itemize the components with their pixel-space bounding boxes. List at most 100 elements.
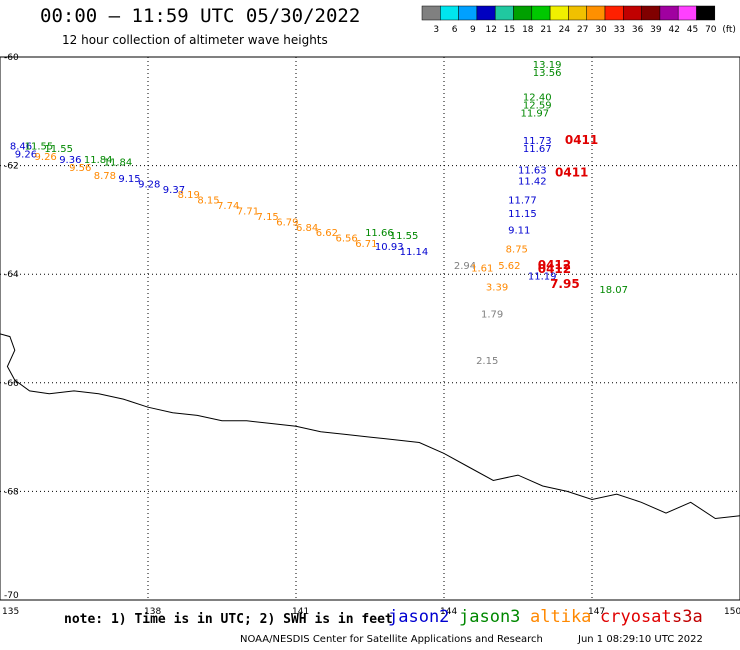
colorbar-swatch xyxy=(458,5,478,21)
colorbar-swatch xyxy=(531,5,551,21)
y-tick-label: -68 xyxy=(4,487,19,497)
wave-height-label: 11.73 xyxy=(523,136,552,147)
wave-height-label: 0412 xyxy=(538,258,571,272)
wave-height-label: 11.55 xyxy=(390,231,419,242)
wave-height-label: 11.55 xyxy=(44,144,73,155)
wave-height-label: 11.15 xyxy=(508,209,537,220)
wave-height-label: 11.84 xyxy=(104,158,133,169)
colorbar-label: 30 xyxy=(595,25,607,35)
wave-height-label: 9.56 xyxy=(69,163,91,174)
legend-jason2: jason2 xyxy=(388,607,450,627)
y-tick-label: -62 xyxy=(4,162,19,172)
y-tick-label: -64 xyxy=(4,270,19,280)
colorbar-label: 45 xyxy=(687,25,698,35)
wave-height-label: 10.93 xyxy=(375,242,404,253)
wave-height-label: 11.19 xyxy=(528,272,557,283)
wave-height-label: 8.46 xyxy=(10,141,32,152)
colorbar-swatch xyxy=(494,5,514,21)
colorbar-label: 15 xyxy=(504,25,515,35)
footer-credit: NOAA/NESDIS Center for Satellite Applica… xyxy=(240,634,543,645)
wave-height-label: 18.07 xyxy=(599,285,628,296)
wave-height-label: 9.11 xyxy=(508,225,530,236)
y-tick-label: -66 xyxy=(4,379,19,389)
footer-note: note: 1) Time is in UTC; 2) SWH is in fe… xyxy=(64,612,393,627)
wave-height-label: 9.37 xyxy=(163,185,185,196)
colorbar-swatch xyxy=(513,5,533,21)
wave-height-label: 2.94 xyxy=(454,261,476,272)
legend-altika: altika xyxy=(530,607,592,627)
wave-height-label: 11.55 xyxy=(25,141,54,152)
y-tick-label: -70 xyxy=(4,591,19,601)
wave-height-label: 0412 xyxy=(538,262,571,276)
colorbar-legend: 3 6 9 12 15 18 21 24 27 30 33 36 39 42 45 70 (ft) xyxy=(421,5,736,35)
wave-height-label: 11.63 xyxy=(518,166,547,177)
colorbar-label: 12 xyxy=(485,25,496,35)
colorbar-swatch xyxy=(586,5,606,21)
wave-height-label: 7.95 xyxy=(550,277,580,291)
colorbar-label: 18 xyxy=(522,25,534,35)
colorbar-swatch xyxy=(623,5,642,21)
wave-height-label: 9.15 xyxy=(118,174,140,185)
colorbar-label: 21 xyxy=(540,25,551,35)
colorbar-swatch xyxy=(549,5,569,21)
wave-height-label: 7.74 xyxy=(217,201,239,212)
wave-height-label: 11.66 xyxy=(365,228,394,239)
colorbar-label: 3 xyxy=(433,25,439,35)
wave-height-label: 3.39 xyxy=(486,282,508,293)
wave-height-label: 9.28 xyxy=(138,179,160,190)
colorbar-label: 33 xyxy=(614,25,625,35)
wave-height-label: 12.40 xyxy=(523,92,552,103)
colorbar-label: (ft) xyxy=(722,25,736,35)
wave-height-label: 8.75 xyxy=(506,244,528,255)
colorbar-label: 70 xyxy=(705,25,717,35)
wave-height-label: 7.15 xyxy=(257,212,279,223)
axis-tick-labels: 135 138 141 144 147 150 -60 -62 -64 -66 -68 -70 xyxy=(2,53,740,617)
wave-height-label: 2.15 xyxy=(476,356,498,367)
wave-height-label: 6.62 xyxy=(316,228,338,239)
wave-height-label: 9.26 xyxy=(35,152,57,163)
wave-height-label: 11.42 xyxy=(518,177,547,188)
wave-height-label: 11.77 xyxy=(508,196,537,207)
chart-title: 00:00 – 11:59 UTC 05/30/2022 xyxy=(40,5,361,27)
x-tick-label: 147 xyxy=(588,607,605,617)
colorbar-label: 39 xyxy=(650,25,662,35)
colorbar-label: 27 xyxy=(577,25,588,35)
wave-height-label: 1.61 xyxy=(471,263,493,274)
wave-height-label: 7.71 xyxy=(237,206,259,217)
colorbar-swatch xyxy=(677,5,697,21)
wave-height-label: 6.56 xyxy=(335,234,357,245)
wave-height-label: 6.71 xyxy=(355,239,377,250)
chart-subtitle: 12 hour collection of altimeter wave hei… xyxy=(62,33,328,47)
wave-height-label: 6.84 xyxy=(296,223,318,234)
legend-cryosat: cryosat xyxy=(600,607,672,627)
y-tick-label: -60 xyxy=(4,53,19,63)
colorbar-swatch xyxy=(604,5,624,21)
wave-height-label: 11.14 xyxy=(400,247,429,258)
wave-height-label: 9.36 xyxy=(59,155,81,166)
wave-height-label: 8.15 xyxy=(197,196,219,207)
map-grid xyxy=(0,57,740,600)
wave-height-label: 11.67 xyxy=(523,144,552,155)
wave-height-label: 1.79 xyxy=(481,310,503,321)
colorbar-label: 36 xyxy=(632,25,644,35)
colorbar-label: 9 xyxy=(470,25,476,35)
colorbar-label: 24 xyxy=(559,25,571,35)
colorbar-label: 6 xyxy=(452,25,458,35)
legend-jason3: jason3 xyxy=(459,607,521,627)
wave-height-label: 0411 xyxy=(555,165,588,179)
wave-height-label: 5.62 xyxy=(498,261,520,272)
colorbar-swatch xyxy=(568,5,587,21)
wave-height-label: 6.79 xyxy=(276,217,298,228)
x-tick-label: 144 xyxy=(440,607,457,617)
coastline xyxy=(0,333,740,520)
legend-s3a: s3a xyxy=(672,607,703,627)
x-tick-label: 135 xyxy=(2,607,19,617)
colorbar-swatch xyxy=(440,5,459,21)
x-tick-label: 150 xyxy=(724,607,740,617)
wave-height-label: 9.26 xyxy=(15,149,37,160)
wave-height-label: 11.84 xyxy=(84,155,113,166)
colorbar-swatch xyxy=(421,5,441,21)
wave-height-label: 13.19 xyxy=(533,60,562,71)
